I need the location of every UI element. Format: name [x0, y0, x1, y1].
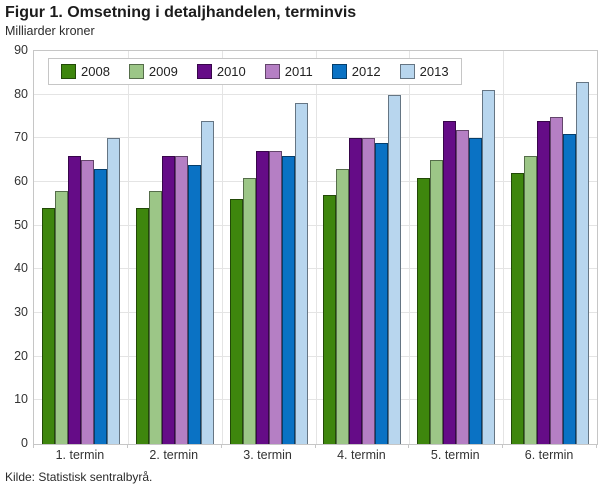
bar-group-6 [503, 81, 597, 444]
y-tick-label-30: 30 [14, 305, 28, 319]
x-tick-label-5: 5. termin [430, 448, 480, 462]
bar-2010-termin-3 [255, 151, 269, 444]
bar-2011-termin-1 [80, 160, 94, 444]
legend-item-2013[interactable]: 2013 [399, 64, 449, 79]
gridline-x-2 [221, 51, 223, 444]
legend-label-2013: 2013 [419, 64, 449, 79]
bar-2008-termin-6 [511, 173, 525, 444]
y-tick-label-50: 50 [14, 217, 28, 232]
bar-group-3 [222, 103, 316, 444]
x-axis-tick-5 [502, 444, 504, 448]
bar-2009-termin-5 [430, 160, 444, 444]
bar-2009-termin-6 [524, 155, 538, 444]
x-axis-tick-0 [33, 444, 34, 448]
legend-item-2008[interactable]: 2008 [61, 64, 110, 79]
bar-2013-termin-2 [200, 120, 214, 444]
y-tick-label-80: 80 [14, 86, 28, 101]
x-axis-tick-1 [126, 444, 128, 448]
x-tick-label-2: 2. termin [149, 448, 199, 462]
bar-2011-termin-4 [362, 138, 376, 444]
legend-swatch-2010 [196, 64, 212, 79]
bar-group-4 [316, 94, 410, 444]
chart-title: Figur 1. Omsetning i detaljhandelen, ter… [5, 4, 357, 21]
bar-2013-termin-1 [106, 138, 120, 444]
x-axis-tick-3 [314, 444, 316, 448]
legend-label-2011: 2011 [284, 64, 313, 79]
x-tick-label-6: 6. termin [524, 448, 574, 462]
bar-2011-termin-6 [550, 116, 564, 444]
bar-2013-termin-3 [294, 103, 308, 444]
legend-swatch-2013 [399, 64, 415, 79]
bar-group-2 [128, 120, 222, 444]
x-tick-label-4: 4. termin [337, 448, 386, 462]
bar-2012-termin-6 [563, 133, 577, 444]
y-tick-label-60: 60 [14, 174, 28, 188]
bar-2010-termin-6 [537, 120, 551, 444]
bar-2011-termin-3 [268, 151, 282, 444]
x-axis-tick-4 [408, 444, 410, 448]
legend-swatch-2008 [61, 64, 76, 79]
y-tick-label-0: 0 [21, 436, 28, 450]
legend-item-2009[interactable]: 2009 [128, 64, 178, 79]
bar-2010-termin-5 [443, 120, 457, 444]
bar-2013-termin-5 [482, 90, 496, 444]
gridline-x-3 [315, 51, 317, 444]
legend-label-2012: 2012 [351, 64, 381, 79]
legend: 2008 2009 2010 2011 2012 2013 [48, 58, 462, 85]
x-axis-tick-6 [596, 444, 597, 448]
y-tick-label-90: 90 [14, 43, 28, 57]
legend-swatch-2012 [331, 64, 347, 79]
bar-2013-termin-6 [576, 81, 590, 444]
bar-2010-termin-4 [349, 138, 363, 444]
y-tick-label-40: 40 [14, 261, 28, 276]
x-axis-labels: 1. termin 2. termin 3. termin 4. termin 5. t… [33, 448, 596, 464]
x-axis-tick-2 [220, 444, 222, 448]
bar-2009-termin-2 [148, 190, 162, 444]
bar-2011-termin-5 [456, 129, 470, 444]
bar-2008-termin-2 [135, 208, 149, 444]
legend-swatch-2009 [128, 64, 144, 79]
gridline-x-5 [503, 51, 505, 444]
bar-2012-termin-3 [281, 155, 295, 444]
bar-2008-termin-4 [323, 195, 337, 444]
bar-2012-termin-1 [93, 168, 107, 444]
bar-2013-termin-4 [388, 94, 402, 444]
bar-2012-termin-5 [469, 138, 483, 444]
legend-label-2009: 2009 [148, 64, 178, 79]
bar-2010-termin-2 [161, 155, 175, 444]
plot-area: 2008 2009 2010 2011 2012 2013 [33, 50, 598, 445]
bar-2009-termin-3 [242, 177, 256, 444]
bar-2008-termin-3 [229, 199, 243, 444]
legend-item-2010[interactable]: 2010 [196, 64, 246, 79]
x-tick-label-3: 3. termin [243, 448, 292, 462]
x-tick-label-1: 1. termin [55, 448, 105, 462]
y-axis-labels: 0 10 20 30 40 50 60 70 80 90 [0, 43, 28, 450]
bar-2010-termin-1 [67, 155, 81, 444]
bar-2009-termin-1 [54, 190, 68, 444]
bar-2008-termin-1 [41, 208, 55, 444]
bar-2012-termin-4 [375, 142, 389, 444]
bar-group-1 [34, 138, 128, 444]
bar-2009-termin-4 [336, 168, 350, 444]
gridline-x-1 [127, 51, 129, 444]
y-tick-label-20: 20 [14, 348, 28, 363]
gridline-x-4 [409, 51, 411, 444]
legend-item-2011[interactable]: 2011 [264, 64, 313, 79]
legend-item-2012[interactable]: 2012 [331, 64, 381, 79]
bar-2012-termin-2 [187, 164, 201, 444]
y-tick-label-70: 70 [14, 130, 28, 145]
bar-group-5 [409, 90, 503, 444]
legend-label-2008: 2008 [81, 64, 110, 79]
legend-swatch-2011 [264, 64, 280, 79]
source-note: Kilde: Statistisk sentralbyrå. [5, 470, 153, 484]
bar-2011-termin-2 [174, 155, 188, 444]
y-tick-label-10: 10 [14, 392, 28, 407]
chart-subtitle: Milliarder kroner [5, 24, 95, 38]
legend-label-2010: 2010 [216, 64, 246, 79]
bar-2008-termin-5 [417, 177, 431, 444]
